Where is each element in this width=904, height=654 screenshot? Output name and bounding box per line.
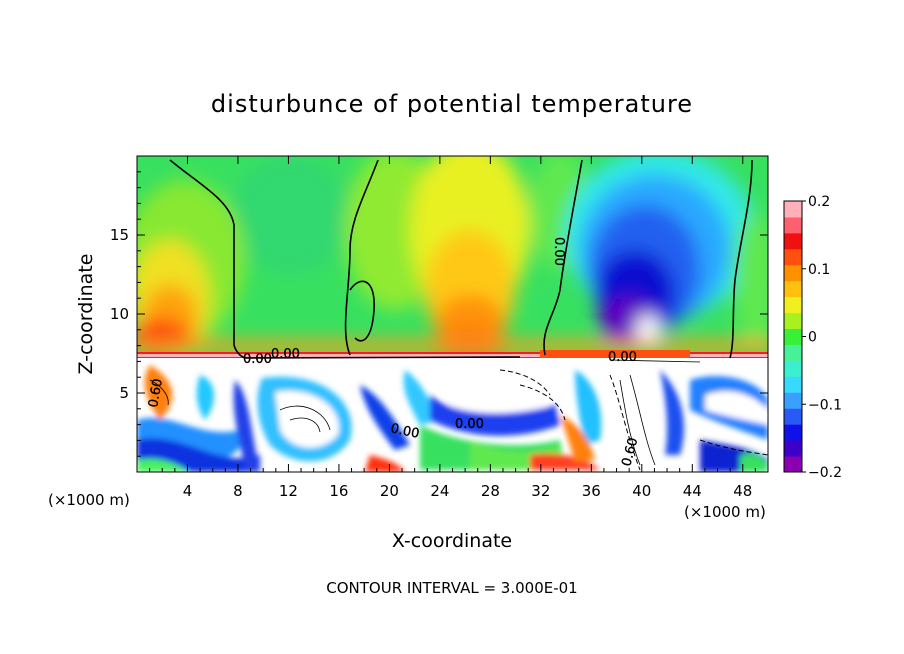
contour-label: 0.00 xyxy=(243,352,272,367)
colorbar-swatch xyxy=(784,456,802,473)
chart-title: disturbunce of potential temperature xyxy=(211,90,693,118)
heatmap-field xyxy=(137,156,768,472)
contour-label: 0.60 xyxy=(146,378,166,409)
x-axis-ticks: 4 8 12 16 20 24 28 32 36 40 44 48 xyxy=(149,156,756,500)
contour-label: 0.00 xyxy=(389,421,420,442)
contour-interval-footer: CONTOUR INTERVAL = 3.000E-01 xyxy=(326,579,577,597)
colorbar-swatch xyxy=(784,232,802,250)
colorbar-swatch xyxy=(784,216,802,234)
colorbar-tick-label: 0.1 xyxy=(808,262,830,278)
colorbar-swatch xyxy=(784,344,802,361)
colorbar-swatch xyxy=(784,392,802,409)
x-unit-right: (×1000 m) xyxy=(684,503,766,521)
y-axis-label: Z-coordinate xyxy=(75,254,97,375)
colorbar-swatch xyxy=(784,296,802,314)
x-tick-label: 16 xyxy=(329,482,348,500)
colorbar-tick-label: −0.1 xyxy=(808,397,842,413)
colorbar-swatch xyxy=(784,201,802,218)
contour-label: 0.00 xyxy=(551,237,566,266)
x-tick-label: 20 xyxy=(380,482,399,500)
colorbar-swatch xyxy=(784,248,802,266)
x-tick-label: 48 xyxy=(733,482,752,500)
x-unit-left: (×1000 m) xyxy=(48,491,130,509)
colorbar-tick-label: 0.2 xyxy=(808,194,830,210)
colorbar-swatch xyxy=(784,280,802,298)
colorbar-swatch xyxy=(784,376,802,393)
contour-labels: 0.00 0.00 0.00 0.00 0.00 0.00 0.60 0.60 xyxy=(146,237,641,468)
x-tick-label: 32 xyxy=(531,482,550,500)
colorbar-swatch xyxy=(784,312,802,330)
x-tick-label: 24 xyxy=(430,482,449,500)
y-axis-ticks: 5 10 15 xyxy=(110,171,768,457)
x-tick-label: 44 xyxy=(683,482,702,500)
x-tick-label: 40 xyxy=(632,482,651,500)
x-tick-label: 12 xyxy=(279,482,298,500)
colorbar-swatch xyxy=(784,440,802,457)
colorbar-tick-label: 0 xyxy=(808,330,817,346)
colorbar-swatch xyxy=(784,408,802,425)
colorbar-swatch xyxy=(784,424,802,441)
y-tick-label: 15 xyxy=(110,226,129,244)
contour-label: 0.60 xyxy=(619,436,641,468)
x-tick-label: 4 xyxy=(183,482,193,500)
x-tick-label: 8 xyxy=(233,482,243,500)
y-tick-label: 5 xyxy=(119,384,129,402)
contour-label: 0.00 xyxy=(455,417,484,432)
colorbar-swatch xyxy=(784,264,802,282)
x-axis-label: X-coordinate xyxy=(392,530,512,552)
x-tick-label: 36 xyxy=(582,482,601,500)
colorbar: 0.2 0.1 0 −0.1 −0.2 xyxy=(783,194,842,481)
colorbar-swatch xyxy=(784,328,802,345)
contour-label: 0.00 xyxy=(608,350,637,365)
contour-label: 0.00 xyxy=(271,347,300,362)
x-tick-label: 28 xyxy=(481,482,500,500)
colorbar-swatch xyxy=(784,360,802,377)
y-tick-label: 10 xyxy=(110,305,129,323)
colorbar-tick-label: −0.2 xyxy=(808,465,842,481)
